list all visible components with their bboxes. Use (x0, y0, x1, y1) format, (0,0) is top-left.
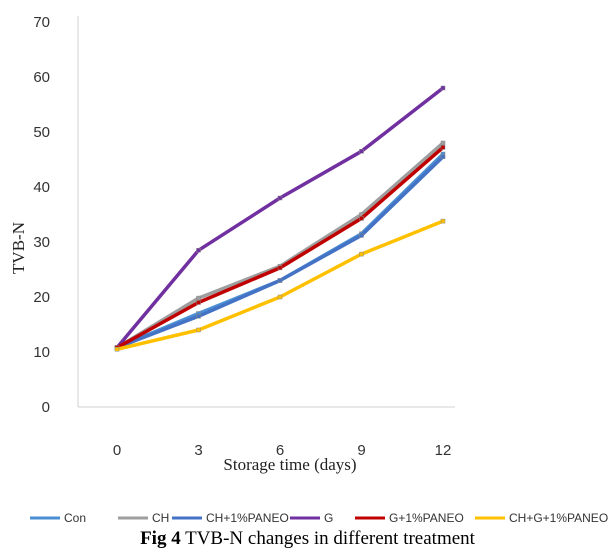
series-line (115, 141, 445, 350)
series-g (114, 85, 446, 350)
x-tick-label: 12 (435, 442, 452, 459)
data-point (440, 154, 446, 159)
y-tick-label: 50 (33, 124, 50, 141)
data-point (196, 327, 201, 333)
y-tick-label: 70 (33, 14, 50, 31)
data-point (359, 149, 364, 154)
legend-item: CH+G+1%PANEO (475, 511, 608, 525)
x-tick-label: 6 (276, 442, 284, 459)
data-point (277, 265, 283, 271)
x-axis-title: Storage time (days) (223, 455, 356, 474)
legend-label: G+1%PANEO (389, 511, 464, 525)
y-tick-label: 20 (33, 289, 50, 306)
data-point (196, 248, 201, 253)
figure-caption: Fig 4 TVB-N changes in different treatme… (0, 528, 615, 550)
data-point (196, 295, 201, 301)
data-point (277, 195, 283, 201)
y-tick-label: 40 (33, 179, 50, 196)
series-g-1-paneo (114, 145, 446, 350)
x-tick-label: 9 (357, 442, 365, 459)
legend-label: CH (152, 511, 169, 525)
legend-item: Con (30, 511, 86, 525)
data-point (359, 251, 364, 257)
y-tick-label: 60 (33, 69, 50, 86)
x-axis-ticks: 0 3 6 9 12 (113, 442, 452, 459)
legend-label: G (324, 511, 333, 525)
legend-label: Con (64, 511, 86, 525)
data-point (359, 216, 364, 221)
data-point (440, 140, 446, 146)
data-point (196, 314, 201, 319)
legend-label: CH+1%PANEO (206, 511, 289, 525)
series-layer (114, 85, 446, 352)
series-ch (114, 140, 446, 350)
legend-item: CH (118, 511, 169, 525)
y-axis-ticks: 0 10 20 30 40 50 60 70 (33, 14, 50, 416)
y-tick-label: 30 (33, 234, 50, 251)
series-line (115, 86, 445, 350)
y-tick-label: 0 (42, 399, 50, 416)
y-axis-title: TVB-N (9, 222, 28, 274)
tvbn-line-chart: 0 10 20 30 40 50 60 70 0 3 6 9 12 TVB-N Storage tim… (9, 14, 608, 525)
figure-caption-label: Fig 4 (140, 528, 181, 549)
legend-label: CH+G+1%PANEO (509, 511, 608, 525)
x-tick-label: 0 (113, 442, 121, 459)
data-point (440, 218, 446, 224)
data-point (359, 233, 364, 238)
data-point (196, 300, 201, 305)
data-point (277, 294, 283, 300)
legend-item: CH+1%PANEO (172, 511, 289, 525)
data-point (440, 85, 446, 91)
x-tick-label: 3 (194, 442, 202, 459)
legend: Con CH CH+1%PANEO G G+1%PANEO CH+G+1%PANEO (30, 511, 608, 525)
series-ch-g-1-paneo (114, 218, 446, 352)
data-point (440, 145, 446, 150)
data-point (114, 347, 120, 352)
y-tick-label: 10 (33, 344, 50, 361)
data-point (277, 278, 283, 283)
legend-item: G (290, 511, 333, 525)
legend-item: G+1%PANEO (355, 511, 464, 525)
figure-caption-text: TVB-N changes in different treatment (180, 528, 475, 549)
